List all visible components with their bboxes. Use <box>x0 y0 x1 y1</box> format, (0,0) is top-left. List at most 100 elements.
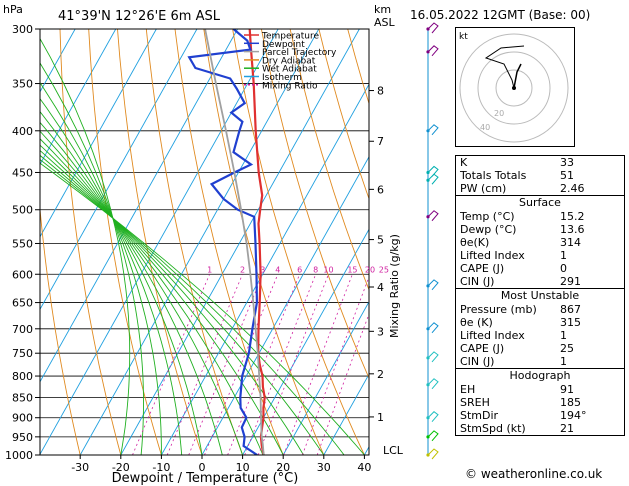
lcl-label: LCL <box>383 444 404 457</box>
surface-title: Surface <box>519 196 561 209</box>
dry-adiabat-line <box>318 29 369 200</box>
x-tick-label: 0 <box>199 461 206 474</box>
wet-adiabat-line <box>40 144 284 455</box>
surface-row: CAPE (J) 0 <box>460 262 567 275</box>
dry-adiabat-line <box>145 29 244 455</box>
isotherm-line <box>120 29 360 455</box>
p-tick-label: 950 <box>12 431 33 444</box>
km-tick-label: 2 <box>377 368 384 381</box>
surface-row: CIN (J) 291 <box>460 275 581 288</box>
legend-label: Wet Adiabat <box>262 65 317 75</box>
isotherm-line <box>282 300 369 455</box>
mixing-ratio-label: 25 <box>379 265 389 274</box>
isotherm-line <box>79 29 320 455</box>
isotherm-line <box>40 29 238 383</box>
isotherm-line <box>201 155 369 455</box>
wet-adiabat-line <box>40 162 365 455</box>
mixing-ratio-line <box>244 274 317 455</box>
p-tick-label: 300 <box>12 23 33 36</box>
hodo-row: EH 91 <box>460 383 574 396</box>
surface-row: Lifted Index 1 <box>460 249 567 262</box>
x-tick-label: 40 <box>357 461 371 474</box>
dry-adiabat-line <box>260 29 369 380</box>
x-tick-label: 20 <box>276 461 290 474</box>
hodo-row: StmSpd (kt) 21 <box>460 422 574 435</box>
axes: 3003504004505005506006507007508008509009… <box>5 23 384 474</box>
hodograph-stats-box: Hodograph EH 91 SREH 185 StmDir 194° StmSpd… <box>455 369 625 436</box>
isotherm-line <box>40 29 117 166</box>
hodo-row: SREH 185 <box>460 396 581 409</box>
isotherm-line <box>40 29 279 455</box>
wet-adiabat-line <box>40 81 162 455</box>
mixing-ratio-line <box>204 274 279 455</box>
mixing-ratio-label: 6 <box>297 265 302 274</box>
mixing-ratio-line <box>166 274 243 455</box>
credit-text: © weatheronline.co.uk <box>465 467 603 481</box>
hodograph-ring <box>477 51 551 125</box>
dry-adiabat-line <box>203 29 325 455</box>
legend-label: Isotherm <box>262 73 302 83</box>
hodograph-origin <box>512 86 516 90</box>
index-row: PW (cm) 2.46 <box>460 182 585 195</box>
location-title: 41°39'N 12°26'E 6m ASL <box>58 9 221 24</box>
mixing-ratio-labels: 1 2 3 4 6 8 10 15 20 25 <box>207 265 389 274</box>
series-parcel-trajectory <box>204 29 265 455</box>
mixing-ratio-label: 3 <box>260 265 265 274</box>
mixing-ratio-axis-label: Mixing Ratio (g/kg) <box>388 234 401 338</box>
asl-unit-label: ASL <box>374 16 396 29</box>
p-tick-label: 700 <box>12 323 33 336</box>
mixing-ratio-line <box>188 274 264 455</box>
mu-row: Lifted Index 1 <box>460 329 567 342</box>
x-tick-label: -30 <box>71 461 89 474</box>
background-lines <box>40 29 369 455</box>
p-tick-label: 650 <box>12 297 33 310</box>
legend-label: Dewpoint <box>262 40 305 50</box>
p-tick-label: 600 <box>12 268 33 281</box>
wind-barb <box>427 165 439 177</box>
wind-barb <box>427 45 439 57</box>
most-unstable-title: Most Unstable <box>500 289 580 302</box>
wet-adiabat-line <box>40 154 325 455</box>
mu-row: θe (K) 315 <box>460 316 581 329</box>
wind-barb <box>427 430 439 442</box>
mixing-ratio-label: 2 <box>240 265 245 274</box>
km-unit-label: km <box>374 3 391 16</box>
p-tick-label: 450 <box>12 166 33 179</box>
index-row: K 33 <box>460 156 574 169</box>
p-tick-label: 850 <box>12 391 33 404</box>
km-tick-label: 6 <box>377 183 384 196</box>
hodograph-unit: kt <box>459 32 468 42</box>
p-tick-label: 350 <box>12 78 33 91</box>
p-tick-label: 400 <box>12 125 33 138</box>
mixing-ratio-label: 15 <box>347 265 357 274</box>
surface-row: Temp (°C) 15.2 <box>460 210 585 223</box>
wet-adiabat-line <box>40 110 203 455</box>
dry-adiabat-line <box>289 29 369 291</box>
p-tick-label: 800 <box>12 370 33 383</box>
wet-adiabat-line <box>40 130 244 455</box>
isotherm-line <box>161 83 369 455</box>
wind-barb <box>427 411 439 423</box>
pressure-unit-label: hPa <box>3 3 23 16</box>
mixing-ratio-line <box>316 312 369 455</box>
wet-adiabat-line <box>40 62 144 455</box>
wet-adiabat-line <box>40 121 223 455</box>
wet-adiabat-line <box>40 97 183 455</box>
mixing-ratio-line <box>302 275 369 455</box>
wind-barb <box>427 448 439 460</box>
km-tick-label: 5 <box>377 234 384 247</box>
km-tick-label: 8 <box>377 85 384 98</box>
legend-label: Dry Adiabat <box>262 56 316 66</box>
mu-row: CAPE (J) 25 <box>460 342 574 355</box>
wind-barbs <box>426 22 439 460</box>
mixing-ratio-label: 4 <box>275 265 280 274</box>
hodograph: kt 20 40 <box>455 27 575 147</box>
p-tick-label: 900 <box>12 412 33 425</box>
surface-box: Surface Temp (°C) 15.2 Dewp (°C) 13.6 θe(K… <box>455 196 625 289</box>
km-tick-label: 1 <box>377 411 384 424</box>
mixing-ratio-label: 8 <box>313 265 318 274</box>
series-temperature <box>248 29 266 455</box>
p-tick-label: 550 <box>12 237 33 250</box>
isotherm-line <box>242 228 369 455</box>
